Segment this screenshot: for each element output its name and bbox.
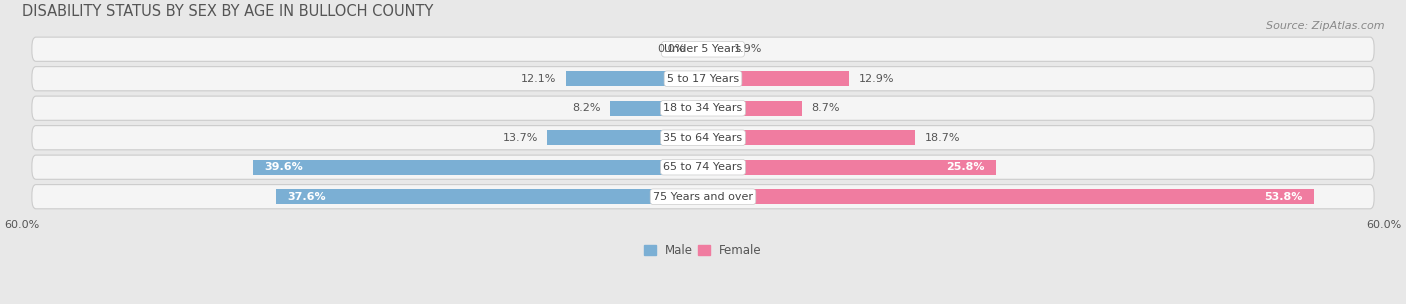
Text: 25.8%: 25.8% bbox=[946, 162, 984, 172]
Text: 8.7%: 8.7% bbox=[811, 103, 839, 113]
Bar bbox=[703, 42, 724, 57]
Bar bbox=[276, 189, 703, 204]
Text: 1.9%: 1.9% bbox=[734, 44, 762, 54]
Bar bbox=[703, 130, 915, 145]
Text: DISABILITY STATUS BY SEX BY AGE IN BULLOCH COUNTY: DISABILITY STATUS BY SEX BY AGE IN BULLO… bbox=[21, 4, 433, 19]
Legend: Male, Female: Male, Female bbox=[640, 240, 766, 262]
Text: Source: ZipAtlas.com: Source: ZipAtlas.com bbox=[1267, 21, 1385, 31]
FancyBboxPatch shape bbox=[32, 37, 1374, 61]
Text: 39.6%: 39.6% bbox=[264, 162, 304, 172]
Text: 53.8%: 53.8% bbox=[1264, 192, 1302, 202]
Text: 0.0%: 0.0% bbox=[658, 44, 686, 54]
Text: 13.7%: 13.7% bbox=[503, 133, 538, 143]
Bar bbox=[565, 71, 703, 86]
Text: 18 to 34 Years: 18 to 34 Years bbox=[664, 103, 742, 113]
Bar bbox=[547, 130, 703, 145]
FancyBboxPatch shape bbox=[32, 67, 1374, 91]
Bar bbox=[610, 101, 703, 116]
Text: Under 5 Years: Under 5 Years bbox=[665, 44, 741, 54]
FancyBboxPatch shape bbox=[32, 126, 1374, 150]
Text: 75 Years and over: 75 Years and over bbox=[652, 192, 754, 202]
Bar bbox=[703, 101, 801, 116]
FancyBboxPatch shape bbox=[32, 185, 1374, 209]
Text: 37.6%: 37.6% bbox=[287, 192, 326, 202]
Bar bbox=[703, 189, 1313, 204]
Text: 8.2%: 8.2% bbox=[572, 103, 600, 113]
Text: 12.1%: 12.1% bbox=[522, 74, 557, 84]
Text: 12.9%: 12.9% bbox=[859, 74, 894, 84]
Text: 18.7%: 18.7% bbox=[924, 133, 960, 143]
Text: 5 to 17 Years: 5 to 17 Years bbox=[666, 74, 740, 84]
Bar bbox=[703, 71, 849, 86]
Bar bbox=[253, 160, 703, 175]
FancyBboxPatch shape bbox=[32, 155, 1374, 179]
FancyBboxPatch shape bbox=[32, 96, 1374, 120]
Text: 65 to 74 Years: 65 to 74 Years bbox=[664, 162, 742, 172]
Text: 35 to 64 Years: 35 to 64 Years bbox=[664, 133, 742, 143]
Bar bbox=[703, 160, 995, 175]
